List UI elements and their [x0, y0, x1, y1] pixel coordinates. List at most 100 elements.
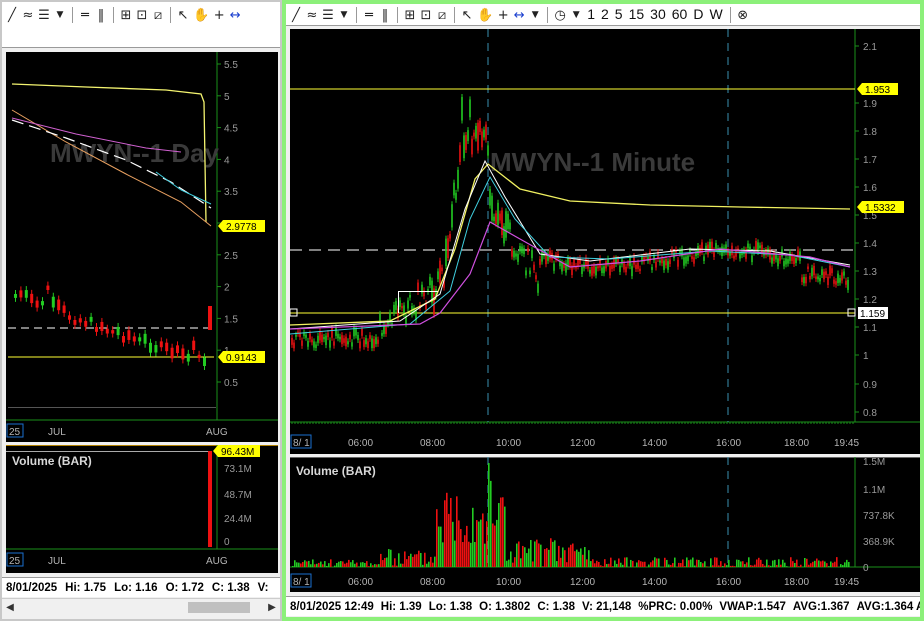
crosshair-icon[interactable]: +	[497, 7, 509, 23]
minute-status-bar: 8/01/2025 12:49 Hi: 1.39 Lo: 1.38 O: 1.3…	[286, 596, 920, 616]
volume-tick-label: 48.7M	[224, 490, 252, 501]
interval-60[interactable]: 60	[671, 6, 688, 22]
volume-bar	[402, 563, 404, 567]
minute-candle	[407, 300, 409, 309]
vertical-bars-icon[interactable]: ‖	[381, 7, 389, 23]
interval-weekly[interactable]: W	[709, 6, 723, 22]
minute-candle	[623, 263, 625, 270]
zigzag-icon[interactable]: ≈	[306, 7, 318, 23]
crosshair-box-icon[interactable]: ⊞	[120, 7, 132, 23]
daily-volume-chart[interactable]: Volume (BAR) 73.1M 48.7M 24.4M 0 96.43M 25 JUL A…	[6, 445, 278, 573]
zoom-box-icon[interactable]: ⊡	[420, 7, 432, 23]
scroll-right-icon[interactable]: ▶	[268, 601, 276, 613]
chevron-down-icon[interactable]: ▼	[340, 10, 348, 20]
minute-price-chart[interactable]: 2.1 1.9 1.8 1.7 1.6 1.5 1.4 1.3 1.2 1.1 1 0.9 0.8 MWY…	[290, 29, 920, 454]
volume-bar	[494, 525, 496, 567]
interval-15[interactable]: 15	[628, 6, 645, 22]
interval-1[interactable]: 1	[587, 6, 595, 22]
volume-bar	[814, 560, 816, 567]
indicators-icon[interactable]: ☰	[38, 7, 50, 23]
minute-chart-window[interactable]: ╱ ≈ ☰ ▼ ═ ‖ ⊞ ⊡ ⧄ ↖ ✋ + ↔ ▼ ◷ ▼ 1 2 5 15…	[282, 0, 924, 621]
volume-bar	[692, 557, 694, 567]
volume-bar	[534, 541, 536, 567]
ema-line-orange	[11, 109, 212, 227]
horizontal-bars-icon[interactable]: ═	[365, 7, 373, 23]
volume-title: Volume (BAR)	[12, 454, 92, 468]
interval-daily[interactable]: D	[693, 6, 704, 22]
minute-candle	[663, 260, 665, 270]
vertical-bars-icon[interactable]: ‖	[97, 7, 105, 23]
interval-5[interactable]: 5	[614, 6, 623, 22]
minute-candle	[405, 315, 407, 325]
volume-bar	[756, 559, 758, 567]
minute-candle	[599, 258, 601, 268]
daily-candle	[46, 285, 50, 290]
minute-candle	[825, 271, 827, 275]
volume-bar	[342, 561, 344, 567]
volume-bar	[326, 565, 328, 567]
volume-bar	[466, 525, 468, 567]
minute-candle	[525, 270, 527, 276]
close-circle-icon[interactable]: ⊗	[737, 7, 749, 23]
date-label-aug: AUG	[206, 427, 228, 438]
volume-bar	[472, 507, 474, 567]
minute-candle	[751, 255, 753, 263]
horizontal-bars-icon[interactable]: ═	[81, 7, 89, 23]
minute-candle	[465, 135, 467, 150]
interval-30[interactable]: 30	[650, 6, 666, 22]
hand-icon[interactable]: ✋	[193, 7, 210, 23]
minute-candle	[307, 340, 309, 347]
volume-bar	[520, 558, 522, 567]
crosshair-box-icon[interactable]: ⊞	[404, 7, 416, 23]
chevron-down-icon[interactable]: ▼	[56, 10, 64, 20]
daily-candle	[176, 345, 179, 354]
volume-bar	[562, 547, 564, 567]
measure-icon[interactable]: ↔	[229, 7, 241, 23]
volume-bar	[820, 561, 822, 567]
cursor-icon[interactable]: ↖	[177, 7, 189, 23]
cursor-icon[interactable]: ↖	[461, 7, 473, 23]
draw-line-icon[interactable]: ╱	[292, 7, 300, 23]
interval-2[interactable]: 2	[600, 6, 609, 22]
volume-bar	[352, 560, 354, 567]
indicators-icon[interactable]: ☰	[322, 7, 334, 23]
measure-icon[interactable]: ↔	[513, 7, 525, 23]
draw-line-icon[interactable]: ╱	[8, 7, 16, 23]
zoom-box-icon[interactable]: ⊡	[136, 7, 148, 23]
volume-bar	[514, 557, 516, 567]
scroll-thumb[interactable]	[188, 602, 250, 613]
zigzag-icon[interactable]: ≈	[22, 7, 34, 23]
chevron-down-icon[interactable]: ▼	[572, 10, 580, 20]
minute-candle	[647, 257, 649, 261]
minute-candle	[385, 325, 387, 334]
volume-bar	[776, 564, 778, 567]
zoom-out-icon[interactable]: ⧄	[153, 7, 163, 23]
volume-bar	[696, 559, 698, 567]
volume-bar	[752, 565, 754, 567]
minute-candle	[309, 333, 311, 340]
zoom-out-icon[interactable]: ⧄	[437, 7, 447, 23]
volume-bar	[712, 565, 714, 567]
time-label: 10:00	[496, 438, 521, 449]
scroll-left-icon[interactable]: ◀	[6, 601, 14, 613]
status-open: O: 1.72	[165, 581, 204, 594]
crosshair-icon[interactable]: +	[213, 7, 225, 23]
minute-candle	[523, 248, 525, 255]
volume-bar	[298, 562, 300, 567]
volume-top-rule	[6, 451, 210, 452]
daily-chart-window[interactable]: ╱ ≈ ☰ ▼ ═ ‖ ⊞ ⊡ ⧄ ↖ ✋ + ↔ 5.554.543.532.…	[0, 0, 282, 621]
minute-candle	[461, 97, 463, 121]
chevron-down-icon[interactable]: ▼	[531, 10, 539, 20]
price-marker-high: 1.953	[865, 85, 890, 96]
clock-icon[interactable]: ◷	[554, 7, 566, 23]
minute-candle	[533, 264, 535, 271]
hand-icon[interactable]: ✋	[477, 7, 494, 23]
volume-bar	[686, 557, 688, 567]
minute-volume-chart[interactable]: Volume (BAR) 1.5M 1.1M 737.8K 368.9K 0 8/ 1 06:…	[290, 457, 920, 592]
daily-horizontal-scrollbar[interactable]: ◀ ▶	[2, 598, 280, 615]
volume-bar	[768, 565, 770, 567]
price-tick-label: 5	[224, 92, 230, 103]
volume-bar	[444, 500, 446, 567]
volume-bar	[292, 565, 294, 567]
